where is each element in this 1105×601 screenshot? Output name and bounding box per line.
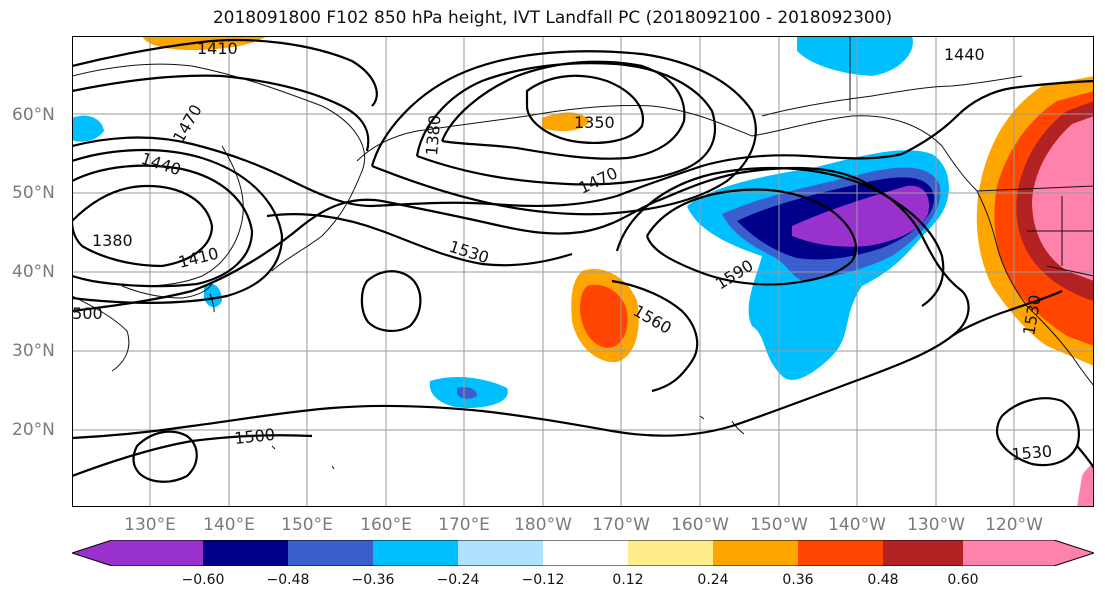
lon-label-120w: 120°W	[985, 515, 1043, 535]
colorbar-tick-neg012: −0.12	[521, 572, 565, 588]
plot-title: 2018091800 F102 850 hPa height, IVT Land…	[212, 8, 893, 28]
contour-east-coast	[951, 290, 1063, 337]
height-contours	[72, 38, 1094, 483]
contour-1380-west	[72, 184, 214, 268]
contour-1500	[72, 166, 970, 440]
colorbar-swatch-7	[713, 540, 798, 566]
contour-1530-east	[995, 397, 1080, 467]
contour-label-1380-west: 1380	[92, 231, 133, 250]
contour-label-1440-ne: 1440	[944, 45, 985, 64]
contour-1410-ring	[415, 62, 717, 186]
contour-1590-outer	[615, 166, 945, 307]
contour-label-1530-east: 1530	[1011, 442, 1053, 464]
colorbar-swatch-9	[883, 540, 963, 566]
colorbar-tick-neg048: −0.48	[266, 572, 310, 588]
colorbar-swatch-1	[203, 540, 288, 566]
colorbar-tick-pos060: 0.60	[947, 572, 979, 588]
lat-label-50n: 50°N	[12, 183, 55, 203]
lon-label-140e: 140°E	[203, 515, 255, 535]
contour-1380-north	[440, 60, 686, 160]
contour-1440-west	[72, 148, 284, 304]
lat-label-30n: 30°N	[12, 341, 55, 361]
colorbar-tick-neg024: −0.24	[436, 572, 480, 588]
contour-1410-north	[72, 38, 378, 107]
colorbar-swatch-6	[628, 540, 713, 566]
lon-label-150w: 150°W	[750, 515, 808, 535]
colorbar-swatch-2	[288, 540, 373, 566]
map-panel: 1410 1440 1350 1380 1470 1440 1380 1410 …	[72, 36, 1094, 507]
colorbar-swatch-5	[543, 540, 628, 566]
lon-label-150e: 150°E	[281, 515, 333, 535]
negative-anomaly-northwest	[72, 115, 104, 142]
colorbar-swatches	[70, 539, 1096, 567]
lon-label-130e: 130°E	[124, 515, 176, 535]
coastlines	[72, 63, 1094, 387]
colorbar-swatch-4	[458, 540, 543, 566]
map-canvas: 1410 1440 1350 1380 1470 1440 1380 1410 …	[72, 36, 1094, 507]
contour-1530-east-arc	[1076, 445, 1094, 469]
colorbar-swatch-3	[373, 540, 458, 566]
contour-label-1500-west: 1500	[72, 304, 103, 323]
political-borders	[849, 36, 1094, 277]
lon-label-170e: 170°E	[438, 515, 490, 535]
lon-label-180w: 180°W	[514, 515, 572, 535]
lon-label-140w: 140°W	[828, 515, 886, 535]
negative-anomaly-japan	[204, 283, 222, 308]
lon-label-160w: 160°W	[671, 515, 729, 535]
islands	[209, 293, 745, 470]
lon-label-170w: 170°W	[592, 515, 650, 535]
contour-1440-north	[72, 74, 370, 152]
lon-label-130w: 130°W	[907, 515, 965, 535]
contour-1440-ring	[370, 50, 757, 216]
colorbar-tick-neg060: −0.60	[181, 572, 225, 588]
contour-1530	[266, 213, 573, 267]
contour-label-1380-north: 1380	[422, 114, 444, 156]
contour-1560	[611, 279, 699, 393]
colorbar-tick-neg036: −0.36	[351, 572, 395, 588]
contour-label-1350: 1350	[574, 113, 615, 132]
map-frame	[72, 36, 1094, 507]
colorbar-tick-pos036: 0.36	[782, 572, 814, 588]
positive-anomaly-northcentral	[542, 112, 590, 132]
contour-1530-oval	[360, 270, 422, 332]
positive-anomaly-central-core	[580, 284, 628, 348]
positive-anomaly-southeast	[1077, 464, 1094, 507]
colorbar-swatch-8	[798, 540, 883, 566]
lat-label-60n: 60°N	[12, 105, 55, 125]
contour-1410-west	[72, 164, 254, 288]
colorbar-swatch-10	[963, 540, 1094, 566]
contour-1350	[525, 74, 645, 144]
colorbar-tick-pos048: 0.48	[867, 572, 899, 588]
colorbar-tick-pos024: 0.24	[697, 572, 729, 588]
lon-label-160e: 160°E	[360, 515, 412, 535]
contour-label-1410-north: 1410	[197, 39, 238, 58]
lat-label-20n: 20°N	[12, 420, 55, 440]
contour-1590	[645, 188, 857, 286]
contour-1470	[72, 79, 1094, 208]
lat-label-40n: 40°N	[12, 262, 55, 282]
contour-label-1500: 1500	[233, 425, 275, 448]
contour-1530-west	[132, 430, 198, 483]
colorbar-swatch-0	[72, 540, 203, 566]
colorbar-tick-pos012: 0.12	[612, 572, 644, 588]
negative-anomaly-west-core	[457, 387, 477, 399]
positive-anomaly-east-pink	[1032, 116, 1094, 281]
negative-anomaly-north	[797, 36, 913, 76]
colorbar: −0.60 −0.48 −0.36 −0.24 −0.12 0.12 0.24 …	[70, 539, 1096, 588]
